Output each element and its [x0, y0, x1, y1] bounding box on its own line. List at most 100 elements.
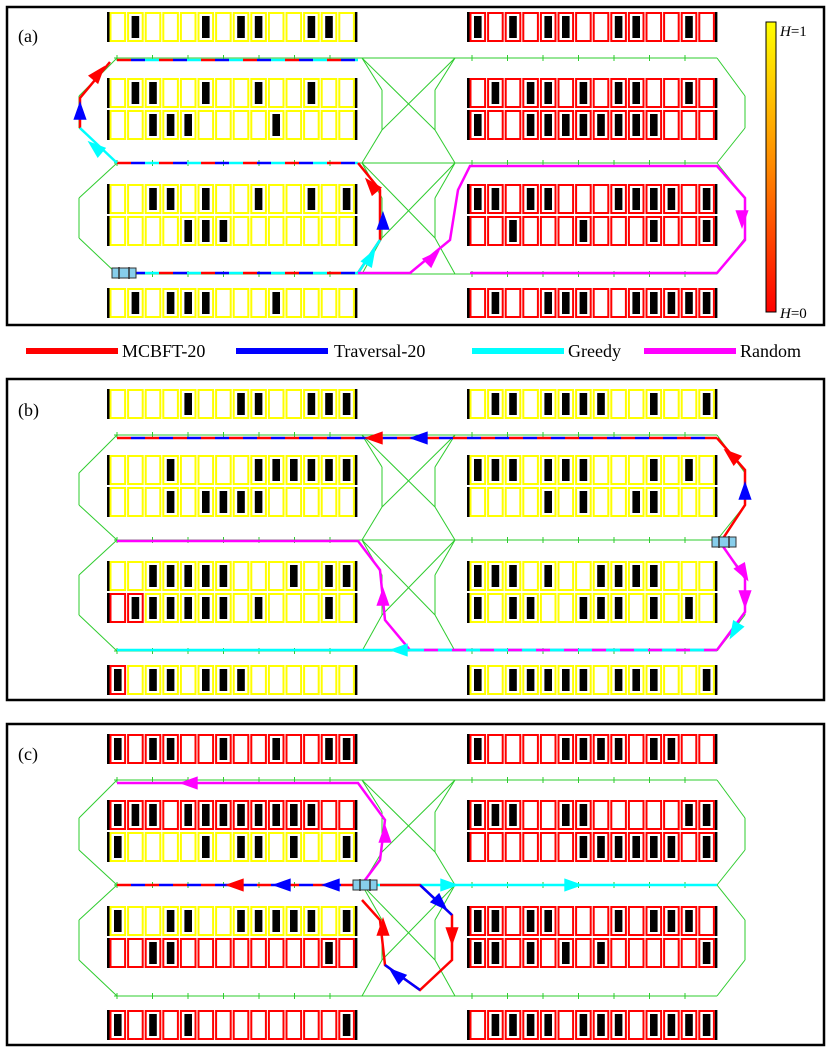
robot-paths-b [117, 431, 752, 657]
left-block-slot [267, 561, 285, 591]
right-block-slot [557, 184, 575, 214]
left-block-slot [162, 487, 179, 517]
left-block-slot [109, 561, 127, 591]
right-block-slot [698, 906, 715, 936]
right-block-slot [539, 487, 557, 517]
right-block-slot [592, 665, 610, 695]
right-block-slot [469, 800, 487, 830]
path-arrow [421, 250, 440, 269]
left-block-slot [144, 832, 162, 862]
left-block-slot [303, 734, 320, 764]
right-block-slot [592, 593, 610, 623]
right-block-slot [645, 216, 663, 246]
right-block-slot [539, 455, 557, 485]
left-block-slot [338, 665, 355, 695]
left-block-slot [162, 938, 179, 968]
left-block-slot [338, 216, 355, 246]
right-block-slot [698, 78, 715, 108]
left-block-slot [320, 12, 338, 42]
left-block-slot [162, 906, 179, 936]
right-block-slot [627, 184, 645, 214]
robot-marker [711, 536, 737, 548]
right-block-slot [522, 78, 539, 108]
right-block-slot [627, 938, 645, 968]
path-arrow [729, 620, 745, 640]
legend-label-traversal: Traversal-20 [334, 341, 425, 361]
right-block-slot [663, 216, 680, 246]
right-block-slot [663, 12, 680, 42]
legend: MCBFT-20 Traversal-20 Greedy Random [26, 341, 801, 361]
right-block-slot [557, 78, 575, 108]
right-block-slot [469, 938, 487, 968]
right-block-slot [663, 78, 680, 108]
right-block-slot [539, 110, 557, 140]
right-block-slot [645, 561, 663, 591]
right-block-slot [627, 832, 645, 862]
left-block-slot [338, 800, 355, 830]
path-arrow [738, 590, 752, 609]
left-block-slot [215, 593, 232, 623]
colorbar: H=1 H=0 [765, 21, 807, 322]
parking-slots-c [107, 734, 718, 1040]
left-block-slot [320, 734, 338, 764]
left-block-slot [144, 12, 162, 42]
left-block-slot [197, 665, 215, 695]
path-arrow [735, 210, 749, 229]
path-arrow [360, 248, 376, 268]
right-block-slot [504, 288, 522, 318]
left-block-slot [179, 832, 197, 862]
right-block-slot [627, 455, 645, 485]
right-block-slot [663, 665, 680, 695]
right-block-slot [645, 800, 663, 830]
right-block-slot [575, 78, 592, 108]
right-block-slot [610, 906, 627, 936]
left-block-slot [144, 938, 162, 968]
right-block-slot [645, 938, 663, 968]
left-block-slot [320, 455, 338, 485]
left-block-slot [267, 78, 285, 108]
left-block-slot [127, 455, 144, 485]
left-block-slot [250, 906, 267, 936]
right-block-slot [592, 906, 610, 936]
right-block-slot [504, 906, 522, 936]
left-block-slot [109, 110, 127, 140]
path-arrow [364, 431, 383, 445]
path-arrow [388, 967, 408, 986]
right-block-slot [469, 593, 487, 623]
path-arrow [87, 65, 106, 85]
right-block-slot [469, 832, 487, 862]
left-block-slot [303, 12, 320, 42]
right-block-slot [698, 800, 715, 830]
left-block-slot [179, 561, 197, 591]
right-block-slot [610, 938, 627, 968]
right-block-slot [680, 455, 698, 485]
left-block-slot [303, 78, 320, 108]
left-block-slot [215, 216, 232, 246]
left-block-slot [303, 288, 320, 318]
right-block-slot [575, 734, 592, 764]
right-block-slot [539, 12, 557, 42]
left-block-slot [250, 800, 267, 830]
left-block-slot [250, 734, 267, 764]
left-block-slot [215, 938, 232, 968]
left-block-slot [127, 665, 144, 695]
left-block-slot [109, 216, 127, 246]
right-block-slot [680, 938, 698, 968]
right-block-slot [627, 906, 645, 936]
left-block-slot [232, 110, 250, 140]
left-block-slot [109, 389, 127, 419]
left-block-slot [303, 593, 320, 623]
legend-label-random: Random [740, 341, 801, 361]
right-block-slot [557, 110, 575, 140]
right-block-slot [522, 389, 539, 419]
left-block-slot [303, 561, 320, 591]
left-block-slot [285, 561, 303, 591]
left-block-slot [215, 734, 232, 764]
right-block-slot [645, 389, 663, 419]
right-block-slot [680, 78, 698, 108]
colorbar-top-label: H=1 [779, 24, 807, 40]
right-block-slot [557, 389, 575, 419]
right-block-slot [610, 12, 627, 42]
right-block-slot [627, 1010, 645, 1040]
right-block-slot [469, 1010, 487, 1040]
